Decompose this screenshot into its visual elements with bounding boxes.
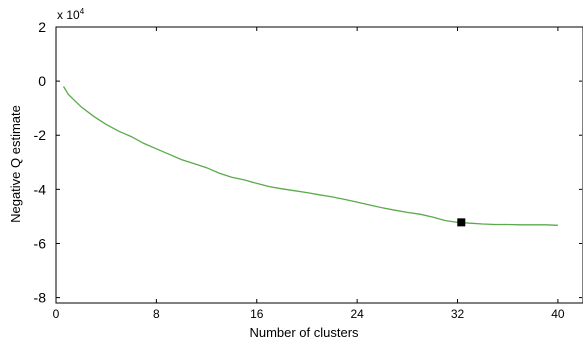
y-tick-label: -4: [34, 181, 47, 197]
x-tick-label: 0: [53, 307, 60, 321]
y-axis-title: Negative Q estimate: [8, 105, 23, 223]
y-tick-labels: 2 0 -2 -4 -6 -8: [34, 19, 47, 306]
x-tick-label: 8: [153, 307, 160, 321]
axis-ticks: [55, 26, 582, 303]
y-tick-label: -2: [34, 127, 47, 143]
x-tick-labels: 0 8 16 24 32 40: [53, 307, 565, 321]
x-tick-label: 24: [350, 307, 364, 321]
x-axis-title: Number of clusters: [249, 325, 359, 340]
y-tick-label: -8: [34, 290, 47, 306]
y-multiplier-exponent: 4: [80, 7, 85, 16]
y-multiplier: x 104: [57, 7, 85, 22]
series-line: [62, 86, 558, 226]
y-multiplier-base: x 10: [57, 8, 80, 22]
x-tick-label: 16: [250, 307, 264, 321]
highlight-marker: [457, 218, 466, 227]
y-tick-label: -6: [34, 235, 47, 251]
plot-area: [55, 26, 583, 304]
x-tick-label: 40: [551, 307, 565, 321]
y-tick-label: 0: [38, 73, 46, 89]
y-tick-label: 2: [38, 19, 46, 35]
x-tick-label: 32: [451, 307, 465, 321]
